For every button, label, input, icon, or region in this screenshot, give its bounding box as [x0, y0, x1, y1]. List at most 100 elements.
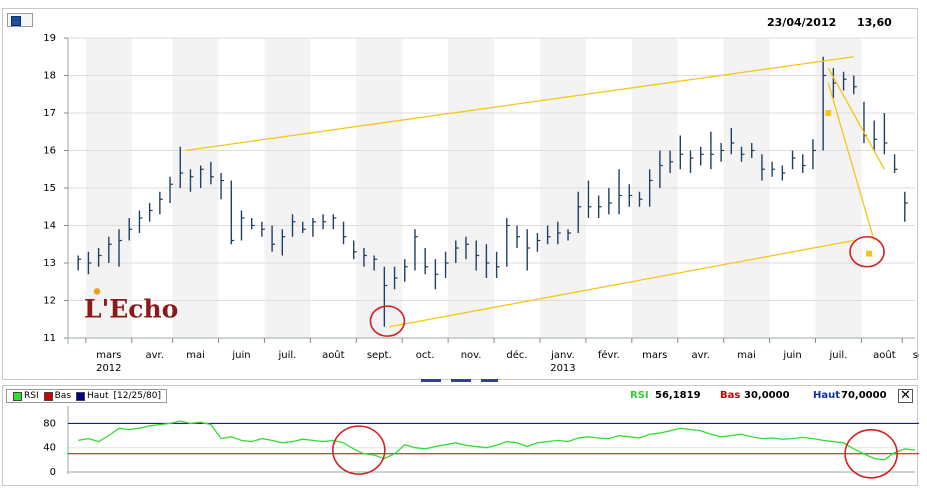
ohlc-bar [424, 248, 429, 275]
lecho-logo: L'Echo [84, 288, 178, 323]
ohlc-bar [281, 229, 286, 256]
ohlc-bar [179, 146, 184, 188]
ohlc-bar [77, 255, 82, 271]
ohlc-bar [516, 225, 521, 248]
ohlc-bar [771, 161, 776, 177]
scroll-handle-right[interactable] [481, 379, 498, 382]
ohlc-bar [679, 135, 684, 170]
ohlc-bar [802, 154, 806, 173]
bas-readout-value: 30,0000 [744, 390, 790, 401]
rsi-panel: RSI Bas Haut [12/25/80] RSI 56,1819 Bas … [2, 385, 919, 486]
trendline [827, 67, 885, 170]
ohlc-bar [628, 184, 633, 207]
scroll-handle-left[interactable] [421, 379, 441, 382]
ohlc-bar [363, 248, 367, 267]
haut-readout-value: 70,0000 [841, 390, 887, 401]
highlight-circle [369, 305, 406, 337]
x-tick-label: mars [96, 350, 121, 361]
ohlc-bar [332, 214, 337, 230]
x-tick-label: juil. [277, 350, 296, 361]
rsi-tick-label: 0 [50, 467, 56, 478]
ohlc-bar [546, 225, 551, 245]
ohlc-bar [189, 169, 194, 192]
x-tick-label: mai [737, 350, 756, 361]
ohlc-bar [495, 251, 500, 278]
legend-swatch-haut[interactable] [76, 391, 86, 401]
ohlc-bar [791, 150, 796, 170]
x-tick-label: sept. [367, 350, 392, 361]
x-tick-label: mai [186, 350, 205, 361]
ohlc-bar [904, 191, 908, 222]
ohlc-bar [781, 165, 786, 181]
ohlc-bar [220, 173, 225, 200]
ohlc-bar [199, 165, 204, 188]
ohlc-bar [353, 240, 357, 260]
x-tick-label: juin [782, 350, 801, 361]
legend-swatch-rsi[interactable] [13, 391, 22, 401]
ohlc-bar [853, 75, 857, 95]
ohlc-bar [291, 214, 296, 237]
ohlc-bar [873, 120, 878, 151]
ohlc-bar [118, 229, 123, 267]
ohlc-bar [740, 146, 745, 162]
series-toggle-button[interactable] [7, 13, 33, 27]
ohlc-bar [465, 236, 469, 260]
logo-text: L'Echo [84, 294, 178, 323]
x-year-label: 2013 [550, 363, 575, 374]
ohlc-bar [261, 221, 265, 237]
header-value: 13,60 [857, 16, 892, 29]
rsi-readout-label: RSI [630, 390, 649, 401]
ohlc-bar [138, 210, 143, 233]
rsi-tick-label: 80 [43, 418, 56, 429]
ohlc-bar [97, 248, 102, 267]
ohlc-bar [240, 210, 245, 241]
ohlc-bar [373, 255, 378, 271]
x-tick-label: août [873, 349, 896, 361]
ohlc-bar [761, 154, 765, 181]
close-rsi-button[interactable]: ✕ [898, 389, 913, 403]
ohlc-bar [230, 180, 235, 245]
ohlc-bar [536, 233, 541, 252]
ohlc-bar [587, 180, 592, 218]
y-tick-label: 17 [43, 108, 56, 119]
ohlc-bar [159, 191, 163, 215]
ohlc-bar [271, 225, 276, 252]
ohlc-bar [434, 259, 439, 290]
ohlc-bar [404, 259, 408, 282]
x-tick-label: janv. [550, 350, 575, 361]
ohlc-bar [648, 169, 653, 207]
x-tick-label: févr. [598, 349, 620, 361]
ohlc-bar [302, 221, 306, 233]
ohlc-bar [383, 266, 388, 327]
y-tick-label: 16 [43, 146, 56, 157]
ohlc-bar [618, 169, 623, 215]
x-tick-label: juil. [829, 350, 848, 361]
ohlc-bar [322, 214, 327, 230]
trend-marker [825, 110, 832, 116]
ohlc-bar [812, 139, 816, 170]
rsi-line [78, 420, 916, 461]
ohlc-bar [720, 143, 725, 162]
legend-label-rsi: RSI [24, 391, 39, 401]
rsi-highlight-circle [844, 428, 898, 479]
x-year-label: 2012 [96, 363, 121, 374]
x-tick-label: août [322, 349, 345, 361]
ohlc-bar [577, 191, 582, 233]
x-tick-label: oct. [416, 350, 435, 361]
rsi-chart: 80 40 0 [43, 406, 919, 479]
trendline [185, 56, 854, 152]
legend-label-bas: Bas [54, 391, 72, 401]
ohlc-bar [87, 251, 92, 275]
scroll-handle-center[interactable] [451, 379, 471, 382]
y-tick-label: 15 [43, 183, 56, 194]
trend-marker [866, 250, 873, 257]
x-tick-label: déc. [506, 349, 527, 361]
legend-swatch-bas[interactable] [43, 391, 53, 401]
logo-dot [93, 288, 101, 295]
ohlc-bar [883, 113, 888, 155]
ohlc-bar [567, 229, 572, 241]
trendline [389, 239, 854, 328]
ohlc-bar [455, 240, 459, 263]
y-tick-label: 19 [43, 33, 56, 44]
rsi-highlight-circle [332, 425, 386, 475]
